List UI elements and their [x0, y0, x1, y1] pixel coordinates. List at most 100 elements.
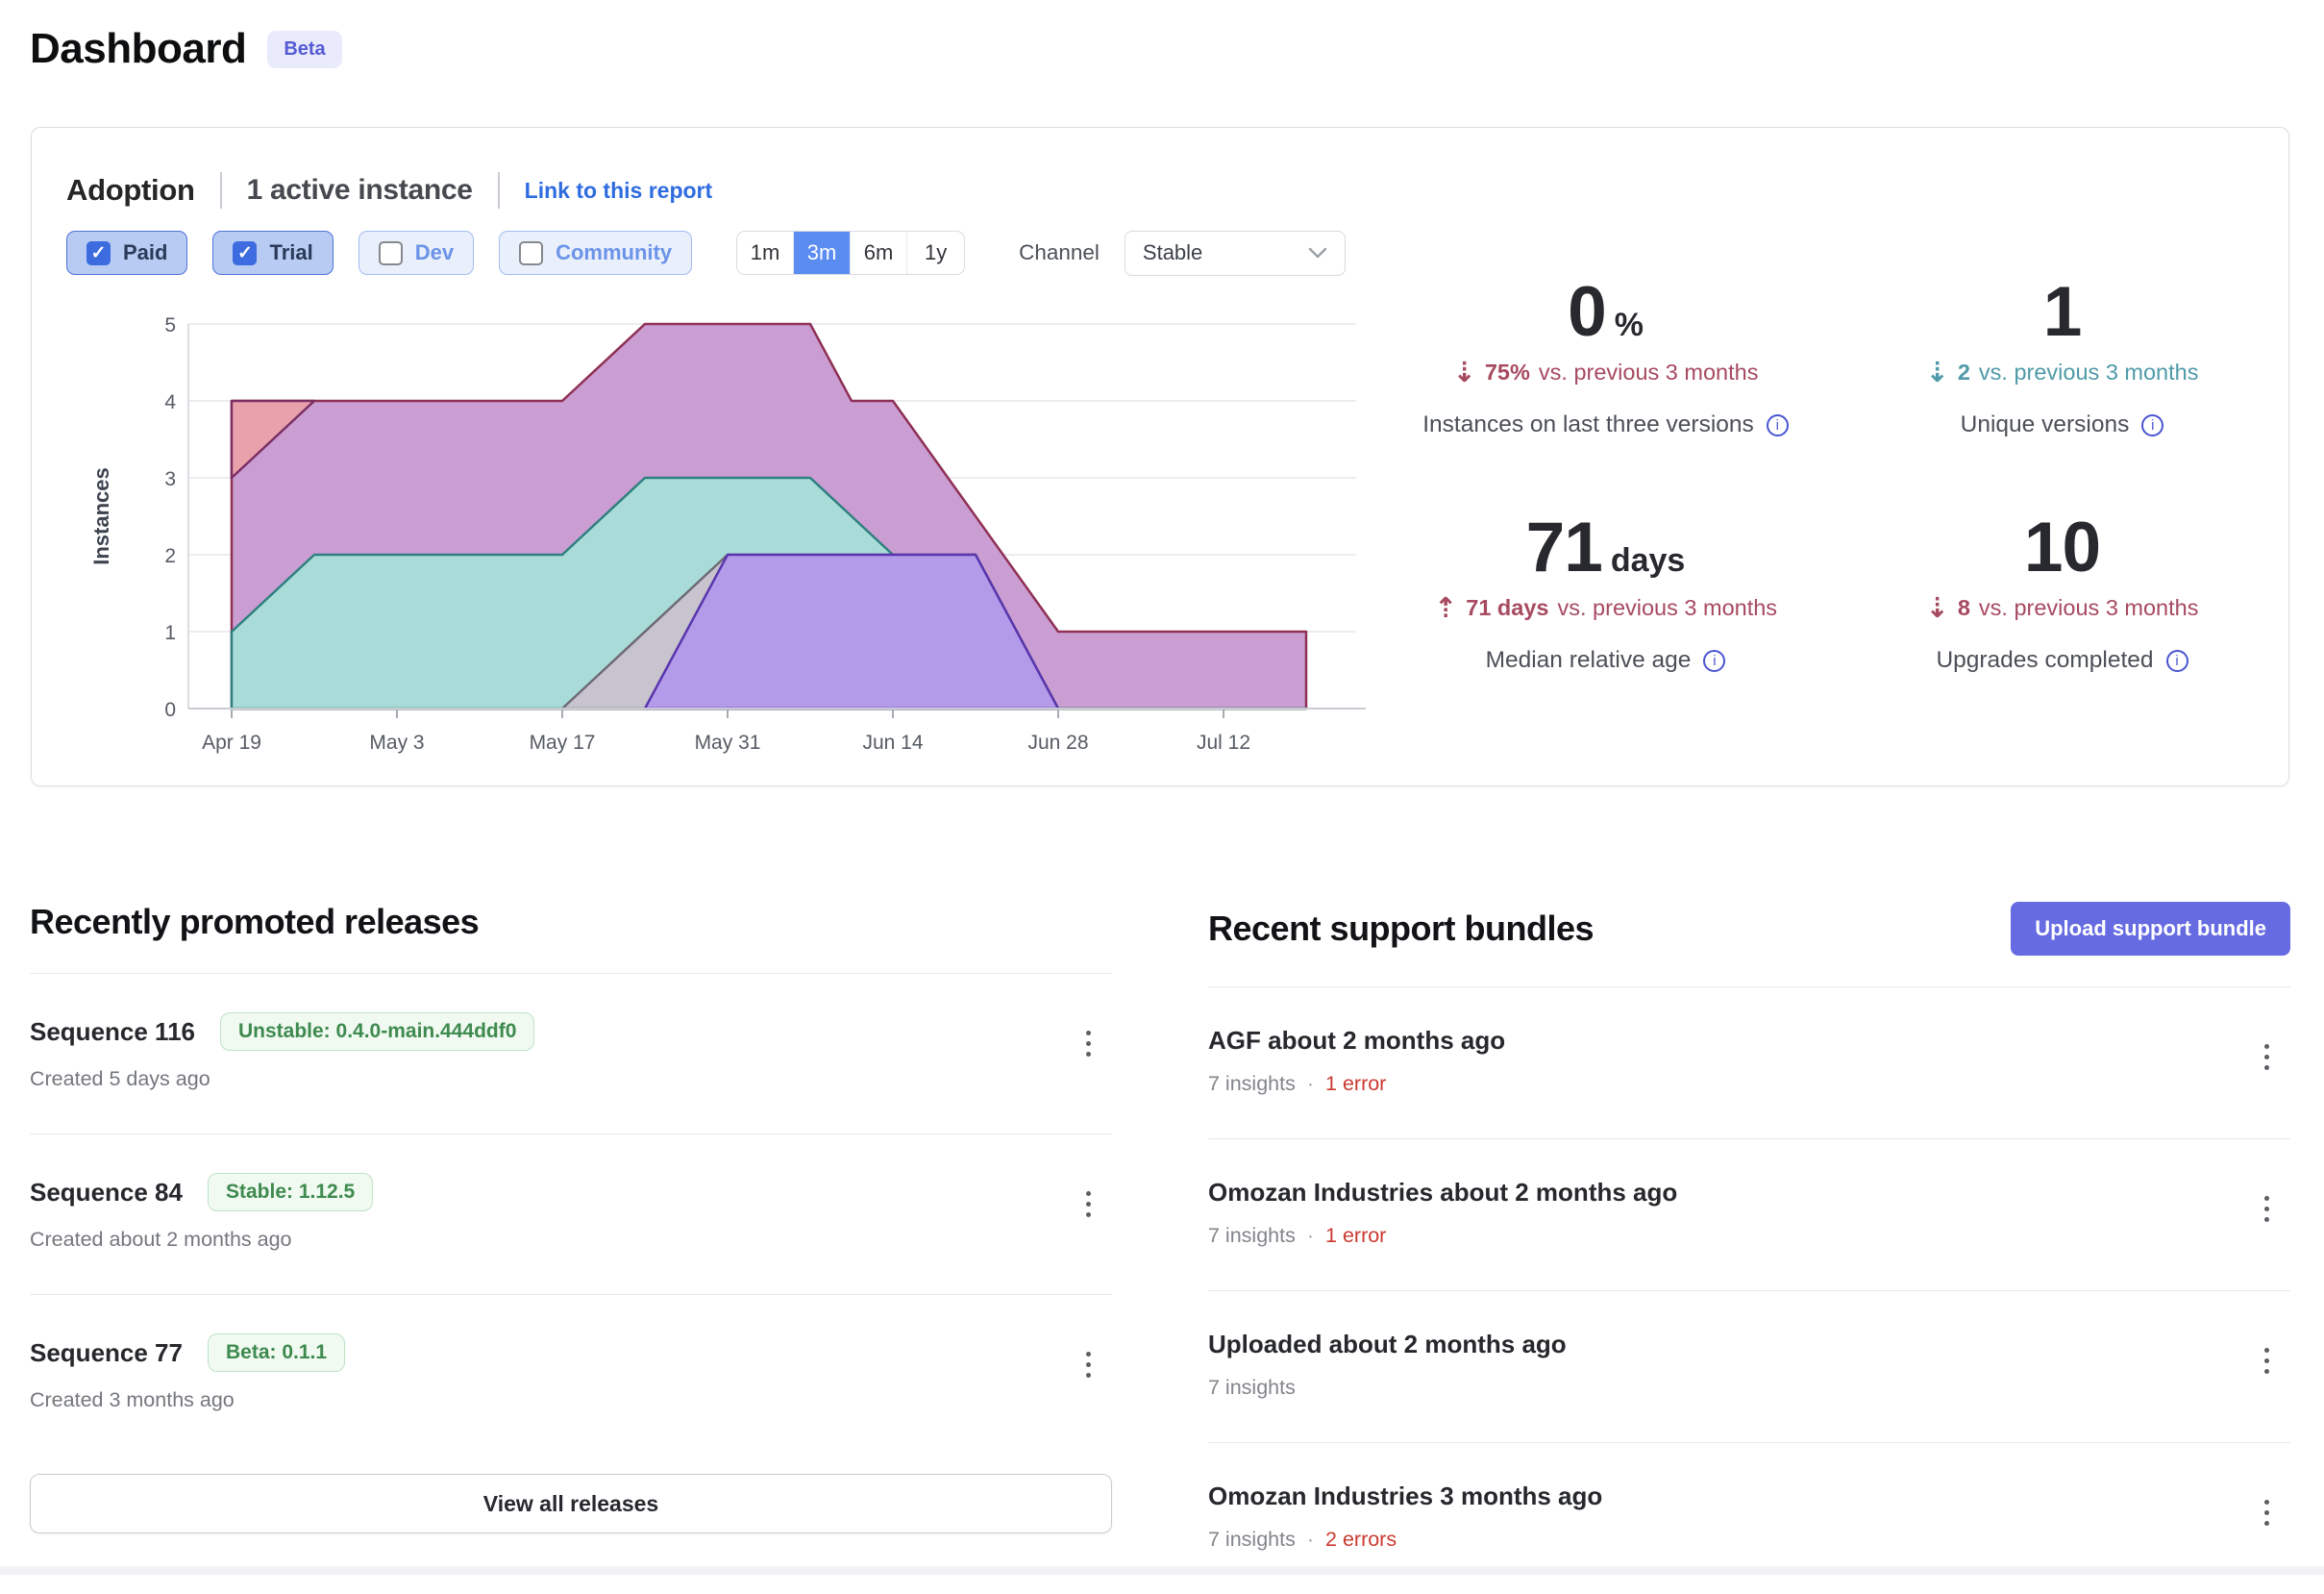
- channel-selected-value: Stable: [1142, 240, 1203, 264]
- svg-text:May 17: May 17: [530, 732, 596, 754]
- stat-delta: ⇣ 8 vs. previous 3 months: [1834, 591, 2290, 624]
- time-range-option-6m[interactable]: 6m: [851, 232, 908, 274]
- adoption-area-chart: Apr 19 May 3 May 17 May 31 Jun 14 Jun 28 Jul 1…: [87, 299, 1375, 780]
- bundle-insights-count: 7 insights: [1208, 1528, 1296, 1551]
- kebab-menu-icon[interactable]: [2252, 1035, 2281, 1078]
- svg-text:2: 2: [164, 545, 176, 567]
- stat-delta: ⇣ 2 vs. previous 3 months: [1834, 356, 2290, 388]
- channel-select[interactable]: Stable: [1124, 230, 1346, 276]
- time-range-option-1y[interactable]: 1y: [924, 240, 948, 264]
- filter-chip-community[interactable]: Community: [499, 231, 693, 275]
- stat-label-line: Median relative age i: [1377, 647, 1834, 674]
- stat-delta-value: 75%: [1484, 359, 1530, 385]
- view-all-releases-button[interactable]: View all releases: [30, 1474, 1112, 1533]
- release-title: Sequence 84: [30, 1177, 183, 1207]
- upload-support-bundle-button[interactable]: Upload support bundle: [2011, 902, 2290, 956]
- stat-label: Instances on last three versions: [1422, 411, 1754, 437]
- time-range-group: 1m 3m 6m 1y: [736, 231, 966, 275]
- chart-series-retired-version-band: [230, 399, 316, 480]
- svg-text:May 3: May 3: [369, 732, 424, 754]
- active-instance-count: 1 active instance: [246, 174, 473, 206]
- stat-delta: ⇡ 71 days vs. previous 3 months: [1377, 591, 1834, 624]
- support-bundles-section: Recent support bundles Upload support bu…: [1208, 902, 2290, 1594]
- svg-text:4: 4: [164, 391, 176, 413]
- time-range-option-3m[interactable]: 3m: [794, 232, 852, 274]
- filter-chip-dev[interactable]: Dev: [358, 231, 475, 275]
- support-bundle-row[interactable]: Omozan Industries about 2 months ago 7 i…: [1208, 1138, 2290, 1290]
- release-created-at: Created 3 months ago: [30, 1388, 235, 1411]
- svg-text:Jul 12: Jul 12: [1197, 732, 1250, 754]
- beta-badge: Beta: [267, 31, 342, 68]
- release-row[interactable]: Sequence 116 Unstable: 0.4.0-main.444ddf…: [30, 973, 1112, 1133]
- stat-label-line: Unique versions i: [1834, 411, 2290, 438]
- svg-text:May 31: May 31: [695, 732, 761, 754]
- kebab-menu-icon[interactable]: [2252, 1339, 2281, 1382]
- stat-number: 0: [1568, 273, 1607, 351]
- checkbox-icon[interactable]: [519, 240, 544, 265]
- kebab-menu-icon[interactable]: [1074, 1343, 1102, 1385]
- stat-label-line: Instances on last three versions i: [1377, 411, 1834, 438]
- stat-delta-value: 8: [1957, 594, 1970, 620]
- stat-number: 71: [1525, 509, 1603, 586]
- checkbox-icon[interactable]: ✓: [87, 240, 111, 265]
- support-bundle-row[interactable]: AGF about 2 months ago 7 insights · 1 er…: [1208, 986, 2290, 1138]
- stat-value: 71 days: [1377, 508, 1834, 587]
- info-icon[interactable]: i: [1703, 649, 1726, 672]
- filter-chip-paid[interactable]: ✓ Paid: [66, 231, 188, 275]
- link-to-report[interactable]: Link to this report: [524, 177, 713, 203]
- divider: [219, 172, 222, 209]
- stat-number: 1: [2042, 273, 2083, 351]
- svg-text:5: 5: [164, 314, 176, 336]
- stat-card: 1 ⇣ 2 vs. previous 3 months Unique versi…: [1834, 272, 2290, 508]
- page-header: Dashboard Beta: [30, 25, 342, 73]
- release-title: Sequence 77: [30, 1337, 183, 1367]
- recent-releases-section: Recently promoted releases Sequence 116 …: [30, 902, 1112, 1533]
- channel-control: Channel Stable: [1019, 230, 1346, 276]
- bundle-title: Uploaded about 2 months ago: [1208, 1330, 1567, 1358]
- bundle-error-count: 2 errors: [1325, 1528, 1397, 1551]
- support-bundle-row[interactable]: Uploaded about 2 months ago 7 insights ·: [1208, 1290, 2290, 1442]
- dot-separator: ·: [1306, 1528, 1315, 1551]
- filter-chip-label: Dev: [414, 240, 455, 264]
- stat-delta-comparison: vs. previous 3 months: [1557, 594, 1778, 620]
- release-created-at: Created 5 days ago: [30, 1067, 210, 1090]
- bundle-insights-count: 7 insights: [1208, 1376, 1296, 1399]
- trend-arrow-icon: ⇣: [1925, 356, 1949, 388]
- bundle-title: AGF about 2 months ago: [1208, 1026, 1506, 1055]
- info-icon[interactable]: i: [2165, 649, 2188, 672]
- stat-delta-value: 71 days: [1466, 594, 1549, 620]
- kebab-menu-icon[interactable]: [1074, 1183, 1102, 1225]
- release-created-at: Created about 2 months ago: [30, 1228, 292, 1251]
- page-title: Dashboard: [30, 25, 247, 72]
- info-icon[interactable]: i: [1766, 413, 1789, 436]
- stat-label: Upgrades completed: [1936, 647, 2154, 673]
- info-icon[interactable]: i: [2141, 413, 2164, 436]
- bundle-title: Omozan Industries 3 months ago: [1208, 1482, 1603, 1510]
- release-row[interactable]: Sequence 84 Stable: 1.12.5 Created about…: [30, 1133, 1112, 1294]
- stat-delta: ⇣ 75% vs. previous 3 months: [1377, 356, 1834, 388]
- adoption-card-header: Adoption 1 active instance Link to this …: [66, 172, 712, 209]
- filter-chip-trial[interactable]: ✓ Trial: [212, 231, 334, 275]
- stat-delta-value: 2: [1957, 359, 1970, 385]
- svg-text:Jun 14: Jun 14: [862, 732, 923, 754]
- filter-chip-label: Paid: [123, 240, 168, 264]
- kebab-menu-icon[interactable]: [2252, 1187, 2281, 1230]
- kebab-menu-icon[interactable]: [1074, 1022, 1102, 1064]
- release-row[interactable]: Sequence 77 Beta: 0.1.1 Created 3 months…: [30, 1294, 1112, 1455]
- checkbox-icon[interactable]: [378, 240, 403, 265]
- svg-text:Apr 19: Apr 19: [202, 732, 261, 754]
- stat-unit: %: [1614, 307, 1644, 343]
- trend-arrow-icon: ⇡: [1433, 591, 1458, 624]
- checkbox-icon[interactable]: ✓: [233, 240, 258, 265]
- stat-delta-comparison: vs. previous 3 months: [1978, 359, 2199, 385]
- bundle-insights-count: 7 insights: [1208, 1224, 1296, 1247]
- stat-value: 10: [1834, 508, 2290, 587]
- svg-text:3: 3: [164, 468, 176, 490]
- kebab-menu-icon[interactable]: [2252, 1491, 2281, 1533]
- time-range-option-1m[interactable]: 1m: [737, 232, 795, 274]
- release-list: Sequence 116 Unstable: 0.4.0-main.444ddf…: [30, 973, 1112, 1455]
- release-version-badge: Unstable: 0.4.0-main.444ddf0: [220, 1012, 535, 1051]
- support-bundle-row[interactable]: Omozan Industries 3 months ago 7 insight…: [1208, 1442, 2290, 1594]
- bundle-insights-count: 7 insights: [1208, 1072, 1296, 1095]
- adoption-title: Adoption: [66, 173, 195, 207]
